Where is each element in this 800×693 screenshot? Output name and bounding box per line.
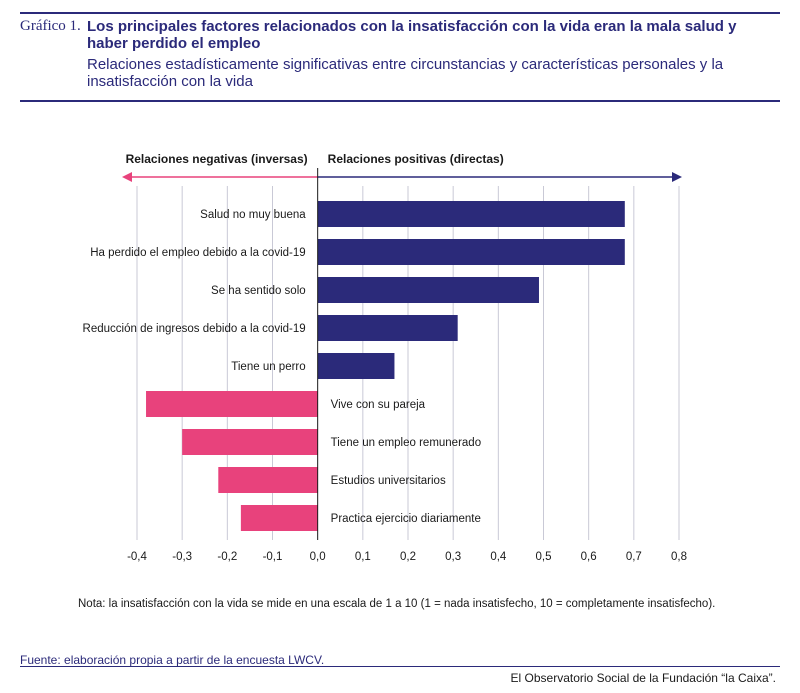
header-bottom-rule — [20, 100, 780, 102]
bar — [317, 239, 625, 265]
figure-label: Gráfico 1. — [20, 18, 81, 34]
x-tick-label: 0,7 — [626, 551, 642, 563]
bar — [317, 201, 625, 227]
chart-title: Los principales factores relacionados co… — [87, 18, 737, 52]
negative-relations-header: Relaciones negativas (inversas) — [126, 152, 308, 166]
x-tick-label: 0,4 — [490, 551, 507, 563]
x-tick-label: 0,1 — [355, 551, 371, 563]
x-tick-label: -0,1 — [263, 551, 283, 563]
category-label: Tiene un perro — [231, 361, 305, 373]
category-label: Ha perdido el empleo debido a la covid-1… — [90, 247, 305, 259]
chart-subtitle: Relaciones estadísticamente significativ… — [87, 56, 724, 90]
category-label: Practica ejercicio diariamente — [331, 513, 481, 525]
bar — [317, 353, 395, 379]
x-tick-label: -0,4 — [127, 551, 147, 563]
x-tick-label: 0,6 — [581, 551, 597, 563]
positive-arrowhead — [672, 172, 682, 182]
bar — [182, 429, 318, 455]
source-text: Fuente: elaboración propia a partir de l… — [20, 653, 325, 667]
category-label: Estudios universitarios — [331, 475, 446, 487]
negative-arrowhead — [122, 172, 132, 182]
category-label: Reducción de ingresos debido a la covid-… — [83, 323, 306, 335]
positive-relations-header: Relaciones positivas (directas) — [328, 152, 504, 166]
bar — [317, 315, 458, 341]
category-label: Tiene un empleo remunerado — [331, 437, 481, 449]
category-label: Se ha sentido solo — [211, 285, 306, 297]
x-tick-label: 0,2 — [400, 551, 416, 563]
footer-rule — [20, 666, 780, 667]
category-label: Salud no muy buena — [200, 209, 306, 221]
bar — [218, 467, 318, 493]
footer-credit: El Observatorio Social de la Fundación “… — [510, 671, 776, 685]
x-tick-label: 0,5 — [536, 551, 552, 563]
bar — [146, 391, 318, 417]
bar — [240, 505, 318, 531]
bar — [317, 277, 539, 303]
top-rule — [20, 12, 780, 14]
x-tick-label: 0,3 — [445, 551, 461, 563]
x-tick-label: -0,2 — [217, 551, 237, 563]
x-tick-label: 0,8 — [671, 551, 687, 563]
category-label: Vive con su pareja — [331, 399, 426, 411]
bar-chart: Relaciones negativas (inversas) Relacione… — [83, 152, 687, 563]
x-tick-label: -0,3 — [172, 551, 192, 563]
chart-note: Nota: la insatisfacción con la vida se m… — [78, 598, 716, 610]
x-tick-label: 0,0 — [310, 551, 326, 563]
